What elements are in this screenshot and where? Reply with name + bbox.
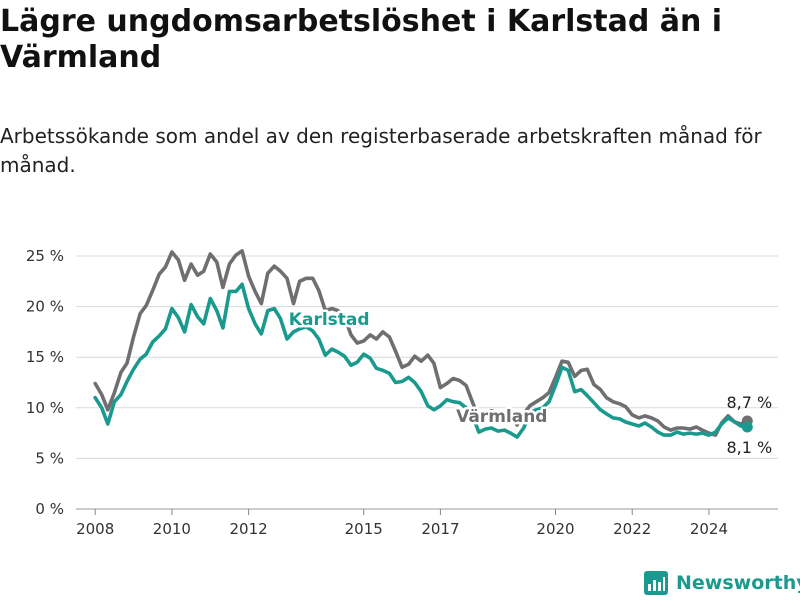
y-tick-label: 0 % (35, 500, 64, 518)
brand-logo: Newsworthy (644, 570, 800, 596)
grid (76, 255, 778, 510)
y-tick-label: 5 % (35, 449, 64, 467)
end-dot-karlstad (741, 421, 753, 433)
x-tick-label: 2015 (345, 520, 383, 538)
series-line-varmland (93, 249, 750, 437)
y-tick-label: 25 % (26, 247, 64, 265)
x-axis-ticks: 2008 2010 2012 2015 2017 2020 2022 2024 (76, 509, 728, 538)
end-value-karlstad: 8,1 % (726, 438, 772, 457)
series-line-karlstad (93, 282, 750, 439)
series-lines (93, 249, 753, 439)
newsworthy-icon (644, 571, 668, 595)
x-tick-label: 2022 (613, 520, 651, 538)
chart-subtitle: Arbetssökande som andel av den registerb… (0, 124, 762, 177)
y-tick-label: 15 % (26, 348, 64, 366)
x-tick-label: 2008 (76, 520, 114, 538)
chart-title: Lägre ungdomsarbetslöshet i Karlstad än … (0, 4, 723, 75)
y-tick-label: 10 % (26, 399, 64, 417)
brand-name: Newsworthy (676, 572, 800, 594)
x-tick-label: 2020 (536, 520, 574, 538)
line-chart: 0 %5 %10 %15 %20 %25 % 2008 2010 2012 2015 2… (26, 247, 778, 538)
end-value-varmland: 8,7 % (726, 393, 772, 412)
series-labels: 8,7 % 8,1 % Karlstad Värmland (286, 307, 772, 457)
x-tick-label: 2010 (153, 520, 191, 538)
series-name-varmland: Värmland (456, 407, 547, 427)
x-tick-label: 2024 (690, 520, 728, 538)
y-tick-label: 20 % (26, 298, 64, 316)
series-name-karlstad: Karlstad (289, 310, 370, 330)
x-tick-label: 2017 (421, 520, 459, 538)
x-tick-label: 2012 (230, 520, 268, 538)
y-axis-ticks: 0 % 5 % 10 % 15 % 20 % 25 % (26, 247, 64, 518)
